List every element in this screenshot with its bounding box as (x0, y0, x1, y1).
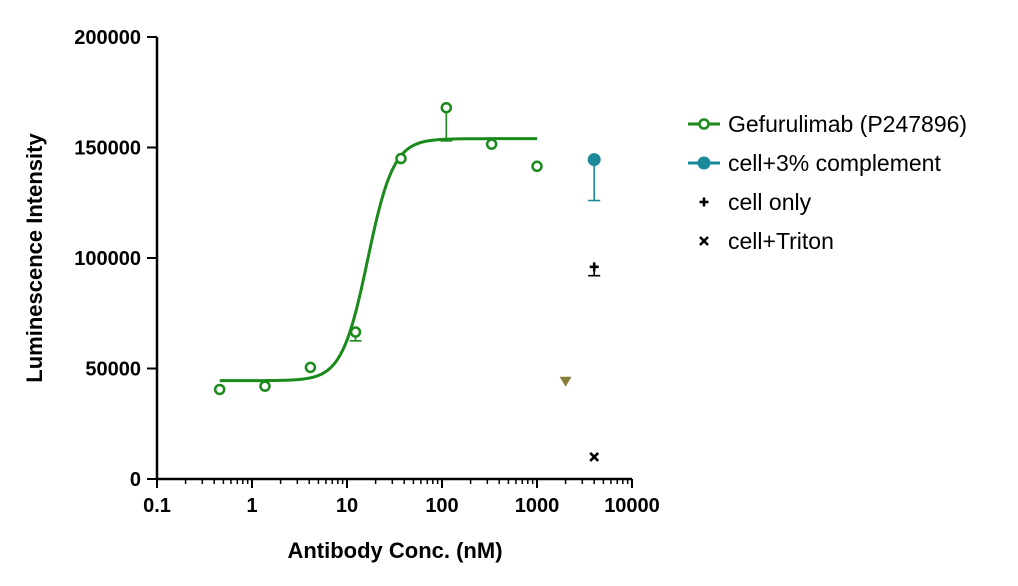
data-point (559, 376, 572, 387)
error-bars (349, 107, 601, 342)
legend-label: cell only (728, 189, 812, 215)
x-tick-label: 1000 (515, 495, 560, 517)
x-tick-label: 100 (425, 495, 458, 517)
legend: Gefurulimab (P247896) cell+3% complement c… (688, 111, 967, 254)
data-point (485, 138, 498, 150)
fit-curves (219, 137, 537, 383)
legend-marker (699, 236, 709, 246)
x-tick-label: 10 (336, 495, 358, 517)
legend-label: Gefurulimab (P247896) (728, 111, 967, 137)
data-point (440, 101, 453, 114)
legend-item: cell only (699, 189, 812, 215)
legend-label: cell+Triton (728, 228, 834, 254)
data-point (213, 383, 226, 396)
y-tick-label: 50000 (85, 359, 141, 381)
x-axis-ticks: 0.1 1 10 100 1000 10000 (143, 479, 660, 517)
legend-marker (699, 197, 709, 207)
y-axis-title: Luminescence Intensity (22, 133, 47, 383)
axes (155, 37, 632, 481)
data-point (304, 361, 317, 374)
legend-marker (697, 156, 711, 170)
legend-item: cell+3% complement (688, 150, 941, 176)
fit-curve (219, 137, 537, 383)
x-stroke (589, 451, 600, 462)
legend-marker (698, 118, 710, 130)
data-point (349, 326, 362, 338)
y-tick-label: 200000 (74, 27, 141, 49)
data-point (395, 152, 407, 165)
data-point (259, 380, 271, 392)
y-tick-label: 150000 (74, 138, 141, 160)
legend-item: Gefurulimab (P247896) (688, 111, 967, 137)
data-point (531, 160, 543, 173)
x-tick-label: 0.1 (143, 495, 171, 517)
legend-item: cell+Triton (699, 228, 834, 254)
y-axis-ticks: 0 50000 100000 150000 200000 (74, 27, 157, 491)
y-tick-label: 100000 (74, 248, 141, 270)
x-axis-title: Antibody Conc. (nM) (287, 538, 502, 563)
x-tick-label: 1 (246, 495, 257, 517)
x-stroke (699, 236, 709, 246)
y-tick-label: 0 (130, 469, 141, 491)
x-tick-label: 10000 (604, 495, 660, 517)
data-points (213, 101, 601, 462)
data-point (587, 153, 601, 167)
legend-label: cell+3% complement (728, 150, 941, 176)
data-point (589, 262, 599, 272)
data-point (589, 451, 600, 462)
